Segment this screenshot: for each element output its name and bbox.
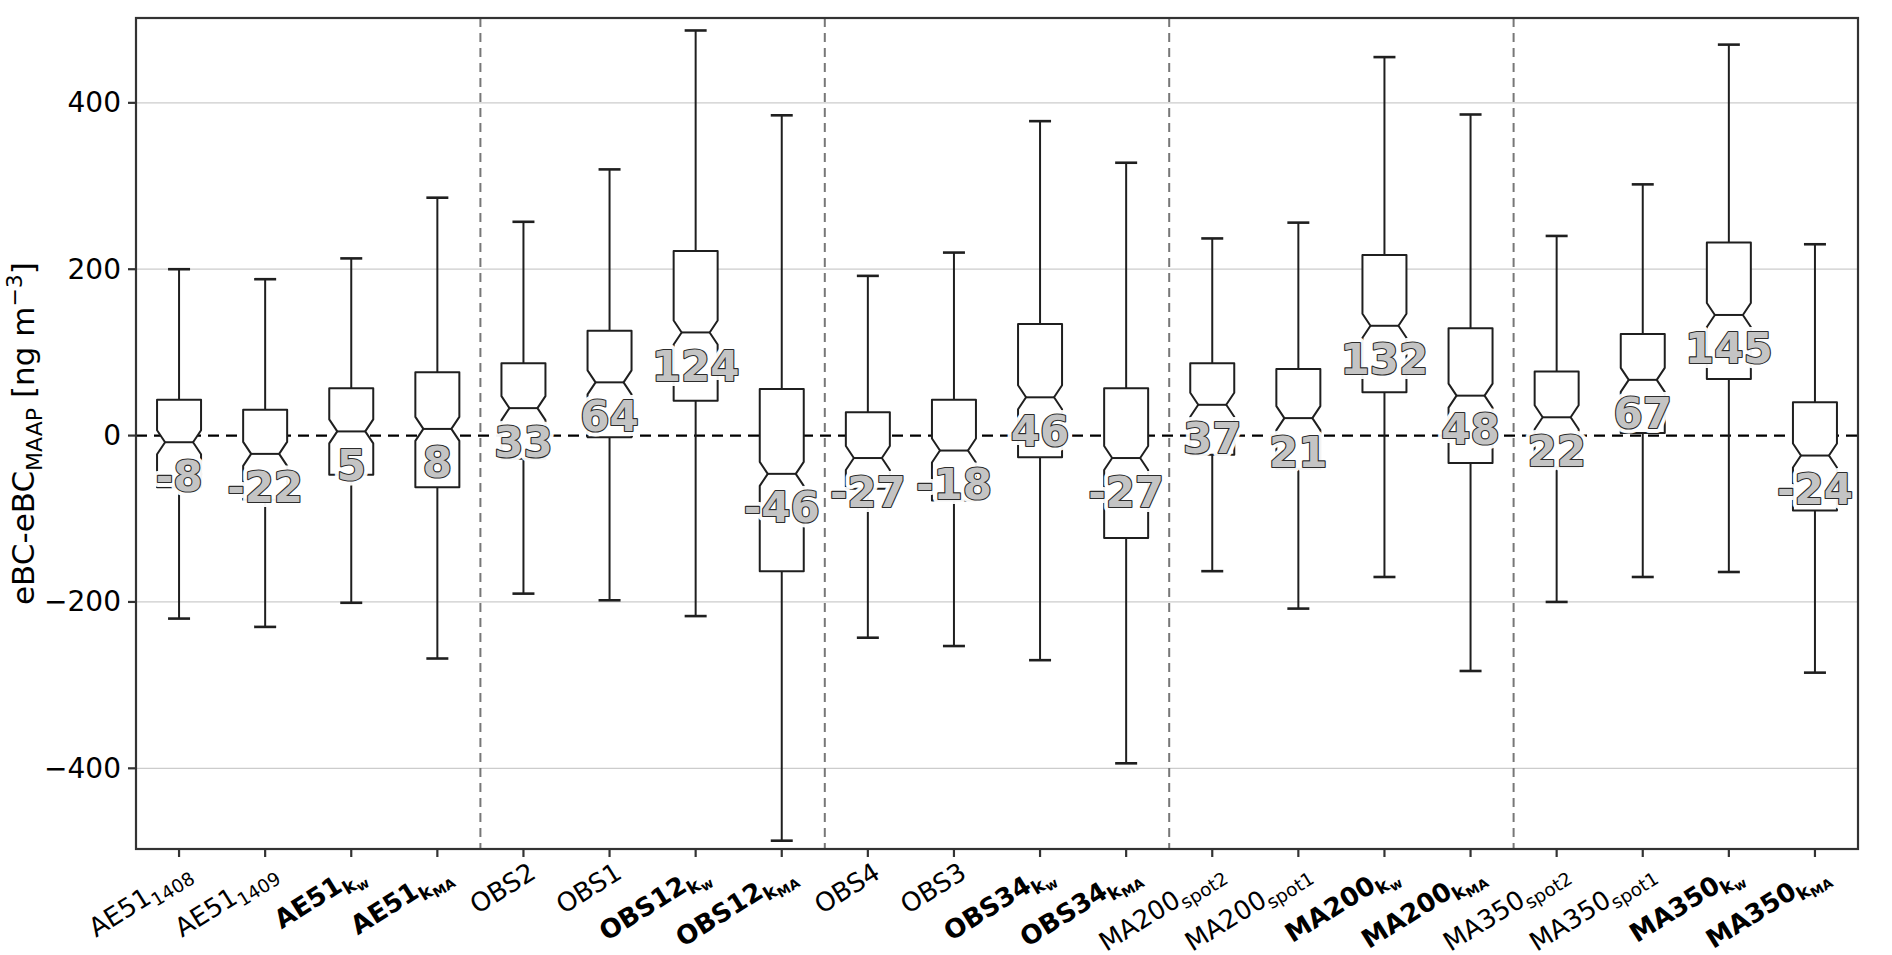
median-label: 48 bbox=[1441, 405, 1499, 454]
median-label: -46 bbox=[744, 483, 820, 532]
median-label: 8 bbox=[423, 438, 452, 487]
median-label: 124 bbox=[652, 342, 740, 391]
median-label: 37 bbox=[1183, 414, 1241, 463]
y-tick-label: −400 bbox=[44, 752, 121, 785]
median-label: -24 bbox=[1777, 465, 1853, 514]
median-label: -27 bbox=[1088, 468, 1164, 517]
y-tick-label: 0 bbox=[103, 419, 121, 452]
median-label: -8 bbox=[156, 452, 203, 501]
median-label: 67 bbox=[1614, 389, 1672, 438]
median-label: 64 bbox=[580, 392, 638, 441]
median-label: 5 bbox=[337, 441, 366, 490]
median-label: -27 bbox=[830, 468, 906, 517]
median-label: -18 bbox=[916, 460, 992, 509]
median-label: -22 bbox=[227, 463, 303, 512]
notched-box bbox=[760, 389, 804, 571]
median-label: 145 bbox=[1685, 324, 1773, 373]
boxplot-figure: -8-8-22-22558833336464124124-46-46-27-27… bbox=[0, 0, 1892, 955]
y-tick-label: 400 bbox=[68, 86, 121, 119]
median-label: 22 bbox=[1527, 427, 1585, 476]
median-label: 21 bbox=[1269, 428, 1327, 477]
median-label: 33 bbox=[494, 418, 552, 467]
median-label: 46 bbox=[1011, 407, 1069, 456]
y-tick-label: 200 bbox=[68, 253, 121, 286]
y-tick-label: −200 bbox=[44, 585, 121, 618]
median-label: 132 bbox=[1341, 335, 1429, 384]
boxplot-chart-canvas: -8-8-22-22558833336464124124-46-46-27-27… bbox=[0, 0, 1892, 955]
